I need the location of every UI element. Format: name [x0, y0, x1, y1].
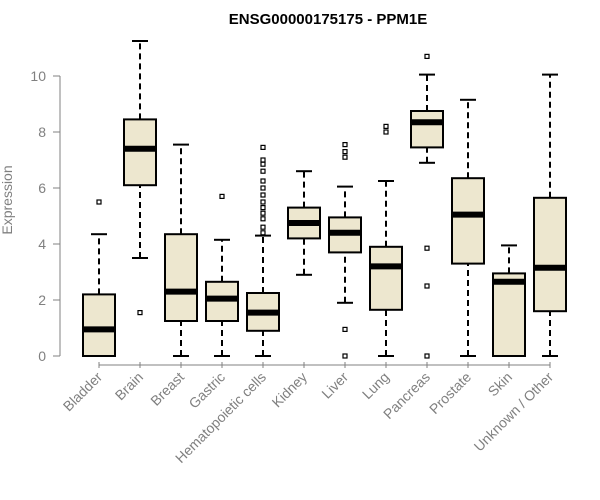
x-tick-label: Prostate — [426, 369, 474, 417]
outlier-point — [424, 353, 430, 359]
box-series — [82, 40, 567, 359]
y-axis-ticks: 0 2 4 6 8 10 — [30, 68, 60, 364]
box-liver — [328, 142, 362, 359]
y-axis-label: Expression — [0, 165, 15, 234]
x-tick-label: Brain — [112, 369, 146, 403]
box-bladder — [82, 199, 116, 357]
x-tick-label: Liver — [318, 369, 351, 402]
box-brain — [123, 40, 157, 316]
outlier-point — [342, 353, 348, 359]
y-tick-label: 4 — [38, 236, 46, 252]
y-tick-label: 0 — [38, 348, 46, 364]
outlier-point — [260, 178, 266, 184]
y-tick-label: 10 — [30, 68, 46, 84]
y-tick-label: 2 — [38, 292, 46, 308]
outlier-point — [260, 157, 266, 163]
outlier-point — [260, 192, 266, 198]
box-unknown-other — [533, 73, 567, 357]
y-tick-label: 8 — [38, 124, 46, 140]
box-pancreas — [410, 53, 444, 359]
box-iqr — [82, 293, 116, 357]
box-hematopoietic-cells — [246, 144, 280, 357]
box-breast — [164, 143, 198, 357]
outlier-point — [260, 205, 266, 211]
x-tick-label: Breast — [147, 369, 187, 409]
outlier-point — [260, 210, 266, 216]
outlier-point — [260, 161, 266, 167]
outlier-point — [342, 142, 348, 148]
outlier-point — [137, 310, 143, 316]
outlier-point — [342, 149, 348, 155]
outlier-point — [260, 224, 266, 230]
outlier-point — [260, 168, 266, 174]
outlier-point — [424, 245, 430, 251]
box-iqr — [369, 245, 403, 311]
x-tick-label: Kidney — [269, 369, 311, 411]
box-prostate — [451, 98, 485, 357]
outlier-point — [342, 154, 348, 160]
outlier-point — [424, 283, 430, 289]
box-kidney — [287, 170, 321, 276]
chart-title: ENSG00000175175 - PPM1E — [229, 11, 427, 28]
box-skin — [492, 244, 526, 357]
box-iqr — [123, 118, 157, 187]
box-iqr — [410, 110, 444, 149]
y-tick-label: 6 — [38, 180, 46, 196]
outlier-point — [96, 199, 102, 205]
outlier-point — [383, 129, 389, 135]
box-iqr — [492, 272, 526, 357]
outlier-point — [342, 326, 348, 332]
outlier-point — [260, 216, 266, 222]
x-tick-label: Lung — [359, 369, 392, 402]
outlier-point — [219, 193, 225, 199]
outlier-point — [260, 199, 266, 205]
x-tick-label: Skin — [485, 369, 516, 400]
box-lung — [369, 123, 403, 357]
outlier-point — [383, 123, 389, 130]
x-tick-label: Bladder — [60, 369, 106, 415]
outlier-point — [424, 53, 430, 60]
box-gastric — [205, 193, 239, 357]
outlier-point — [260, 144, 266, 150]
box-iqr — [533, 196, 567, 313]
box-iqr — [451, 177, 485, 265]
outlier-point — [260, 230, 266, 236]
outlier-point — [260, 185, 266, 191]
box-iqr — [164, 233, 198, 322]
